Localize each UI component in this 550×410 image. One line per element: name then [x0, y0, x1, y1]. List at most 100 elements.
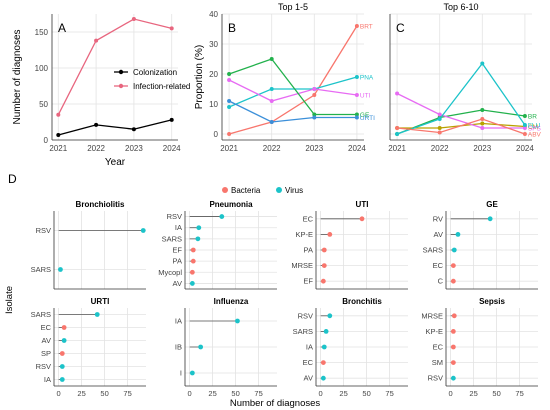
data-point [312, 93, 317, 97]
data-point [522, 123, 527, 127]
lollipop-dot [320, 360, 326, 365]
y-tick-label: Mycopl [158, 268, 182, 277]
data-point [169, 117, 174, 122]
x-tick-label: 2023 [305, 144, 323, 153]
lollipop-dot [320, 278, 326, 284]
facet-title: Bronchitis [342, 297, 382, 306]
facet-bronchiolitis: Bronchiolitis RSV SARS [31, 200, 146, 290]
series-end-label: CM [528, 124, 538, 131]
lollipop-dot [320, 375, 326, 381]
x-tick-label: 2022 [431, 144, 449, 153]
panel-title: Top 6-10 [443, 2, 478, 12]
lollipop-dot [61, 325, 67, 330]
data-point [354, 24, 359, 28]
panel-label: A [58, 21, 66, 35]
facet-title: Sepsis [479, 297, 505, 306]
lollipop-dot [451, 247, 457, 253]
lollipop-dot [94, 312, 100, 317]
x-axis-title: Number of diagnoses [230, 398, 321, 409]
y-tick-label: IB [175, 343, 182, 352]
lollipop-dot [450, 375, 456, 381]
y-tick-label: SARS [293, 327, 313, 336]
y-tick-label: EC [303, 214, 314, 223]
lollipop-dot [450, 263, 456, 268]
series-line-br [396, 109, 525, 135]
data-point [227, 99, 232, 103]
data-point [312, 115, 317, 120]
facet-urti: URTI 0 25 50 75 SARS EC AV SP RSV IA [31, 297, 146, 398]
data-point [94, 38, 99, 43]
lollipop-dot [61, 338, 67, 343]
series-line-abv [397, 118, 526, 135]
data-point [437, 117, 442, 121]
facet-title: Pneumonia [209, 200, 253, 209]
facet-ge: GE RV AV SARS EC C [423, 200, 538, 290]
series-end-label: FLU [528, 123, 541, 130]
data-point [227, 72, 232, 76]
data-point [395, 126, 400, 130]
x-tick-label: 2022 [87, 144, 105, 153]
data-point [354, 93, 359, 97]
data-point [269, 99, 274, 103]
y-tick-label: EC [41, 323, 52, 332]
data-point [169, 26, 174, 31]
x-tick-label: 2023 [125, 144, 143, 153]
x-tick-label: 25 [77, 389, 85, 398]
lollipop-dot [59, 364, 65, 369]
lollipop-dot [235, 318, 240, 324]
data-point [522, 126, 527, 130]
x-tick-label: 25 [469, 389, 477, 398]
lollipop-dot [58, 267, 63, 272]
lollipop-dot [323, 329, 329, 334]
data-point [480, 108, 485, 112]
series-end-label: ABV [528, 132, 542, 139]
panel-b: 0 10 20 30 40 2021 2022 2023 2024 B Top 1-5 Proport… [194, 2, 375, 153]
x-tick-label: 50 [492, 389, 500, 398]
data-point [437, 126, 442, 130]
lollipop-dot [59, 351, 65, 356]
y-tick-label: IA [175, 223, 182, 232]
x-tick-label: 2024 [348, 144, 366, 153]
panel-label: C [396, 21, 405, 35]
y-tick-label: 0 [214, 130, 219, 139]
panel-label: D [8, 172, 17, 186]
lollipop-dot [189, 281, 195, 286]
y-tick-label: MRSE [421, 311, 443, 320]
y-axis-title: Isolate [4, 286, 15, 314]
series-line-colonization [58, 119, 172, 136]
y-tick-label: I [180, 369, 182, 378]
data-point [480, 117, 485, 121]
y-tick-label: AV [42, 336, 51, 345]
y-tick-label: AV [173, 279, 182, 288]
data-point [269, 120, 274, 124]
data-point [354, 112, 359, 117]
y-tick-label: 40 [209, 10, 218, 19]
series-end-label: URTI [360, 115, 375, 122]
lollipop-dot [219, 214, 225, 219]
legend-label: Virus [285, 186, 303, 195]
data-point [131, 17, 136, 22]
series-line-brt [228, 25, 358, 135]
y-tick-label: C [438, 277, 444, 286]
series-line-urti [228, 100, 357, 123]
data-point [312, 87, 317, 91]
facet-title: Bronchiolitis [76, 200, 125, 209]
data-point [56, 112, 61, 117]
panel-title: Top 1-5 [278, 2, 308, 12]
facet-title: URTI [91, 297, 110, 306]
x-tick-label: 2022 [263, 144, 281, 153]
y-tick-label: SM [432, 358, 443, 367]
lollipop-dot [327, 313, 333, 319]
x-tick-label: 0 [57, 389, 61, 398]
x-tick-label: 25 [339, 389, 347, 398]
y-axis-title: Proportion (%) [194, 45, 205, 109]
data-point [227, 132, 232, 136]
y-tick-label: EC [433, 261, 444, 270]
y-tick-label: AV [304, 374, 313, 383]
x-tick-label: 2021 [49, 144, 67, 153]
lollipop-dot [450, 344, 456, 350]
lollipop-dot [321, 263, 327, 268]
legend-swatch-dot [118, 83, 124, 89]
lollipop-dot [190, 258, 196, 264]
